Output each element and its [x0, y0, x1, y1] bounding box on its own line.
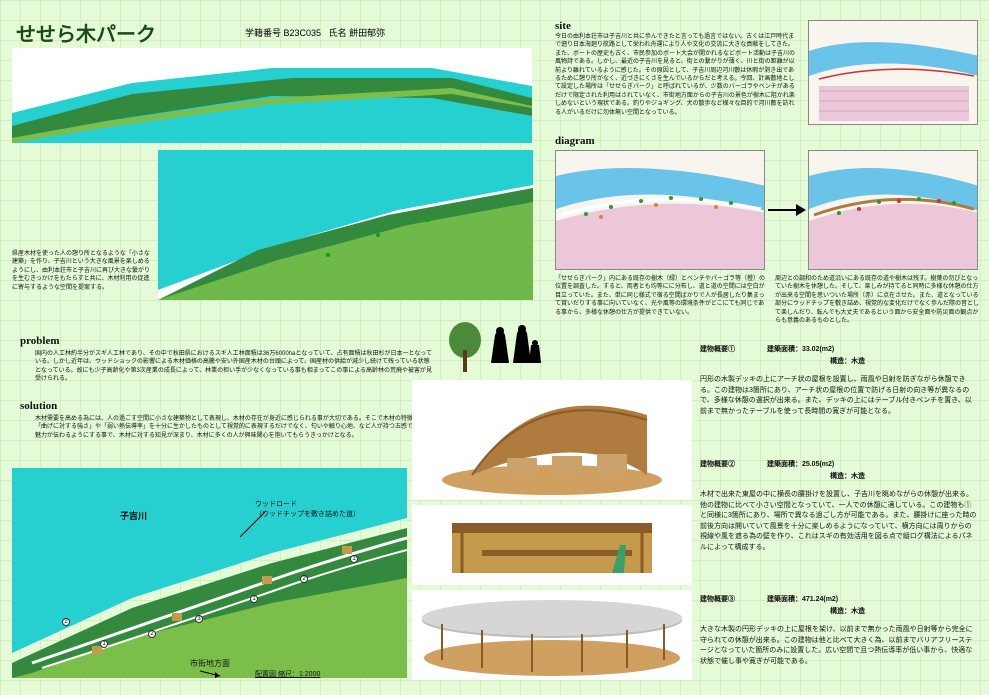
marker-1c: 1	[350, 555, 358, 563]
map-label-river: 子吉川	[120, 510, 147, 523]
hero-render	[12, 48, 532, 143]
solution-text: 木材需要を高める為には、人の過ごす空間に小さな建築物として表現し、木材の存在が身…	[35, 415, 435, 440]
building3-render	[412, 590, 692, 680]
marker-2b: 2	[148, 630, 156, 638]
marker-1a: 1	[100, 640, 108, 648]
site-heading: site	[555, 20, 571, 32]
page-title: せせら木パーク	[16, 18, 156, 47]
b2-heading: 建物概要② 建築面積：25.05(m2)	[700, 460, 834, 470]
context-map	[808, 20, 978, 125]
map-legend: 配置図 縮尺：1:2000	[255, 670, 320, 680]
aerial-render	[158, 150, 533, 300]
diagram-map-r	[808, 150, 978, 270]
site-text: 今日の由利本荘市は子吉川と共に歩んできたと言っても過言ではない。古くは江戸時代ま…	[555, 33, 800, 117]
city-arrow	[195, 668, 225, 678]
student-id: 学籍番号 B23C035 氏名 餅田郁弥	[245, 26, 385, 39]
b2-structure: 構造：木造	[830, 472, 865, 482]
side-note: 県産木材を使った人の憩り所となるような「小さな建築」を作り、子吉川という大きな風…	[12, 250, 152, 292]
problem-heading: problem	[20, 335, 60, 347]
marker-2c: 2	[300, 575, 308, 583]
marker-3: 3	[195, 615, 203, 623]
marker-2a: 2	[62, 618, 70, 626]
b1-heading: 建物概要① 建築面積：33.02(m2)	[700, 345, 834, 355]
people-silhouette	[485, 325, 545, 373]
problem-text: 国内の人工林約半分がスギ人工林であり、その中で秋田県におけるスギ人工林面積は36…	[35, 350, 435, 384]
diagram-caption-l: 「せせらぎパーク」内にある既存の樹木（緑）とベンチやパーゴラ等（橙）の位置を調査…	[555, 275, 765, 317]
diagram-heading: diagram	[555, 135, 595, 147]
building1-render	[412, 380, 692, 500]
building2-render	[412, 505, 692, 585]
b1-structure: 構造：木造	[830, 357, 865, 367]
b1-text: 円形の木製デッキの上にアーチ状の屋根を設置し、雨風や日射を防ぎながら休憩できる。…	[700, 375, 978, 417]
b3-heading: 建物概要③ 建築面積：471.24(m2)	[700, 595, 838, 605]
b3-text: 大きな木製の円形デッキの上に屋根を架け、以前まで無かった雨風や日射等から完全に守…	[700, 625, 978, 667]
marker-1b: 1	[250, 595, 258, 603]
diagram-arrow	[766, 198, 806, 222]
b3-structure: 構造：木造	[830, 607, 865, 617]
solution-heading: solution	[20, 400, 57, 412]
label-line	[240, 512, 270, 542]
diagram-caption-r: 周辺との調和のため道沿いにある既存の道や樹木は残す。樹葉の勿びとなっていた樹木を…	[775, 275, 980, 325]
tree-icon	[445, 320, 485, 375]
map-label-road: ウッドロード （ウッドチップを敷き詰めた道）	[255, 500, 360, 520]
b2-text: 木材で出来た東屋の中に横長の腰掛けを設置し、子吉川を眺めながらの休憩が出来る。他…	[700, 490, 978, 553]
diagram-map-l	[555, 150, 765, 270]
